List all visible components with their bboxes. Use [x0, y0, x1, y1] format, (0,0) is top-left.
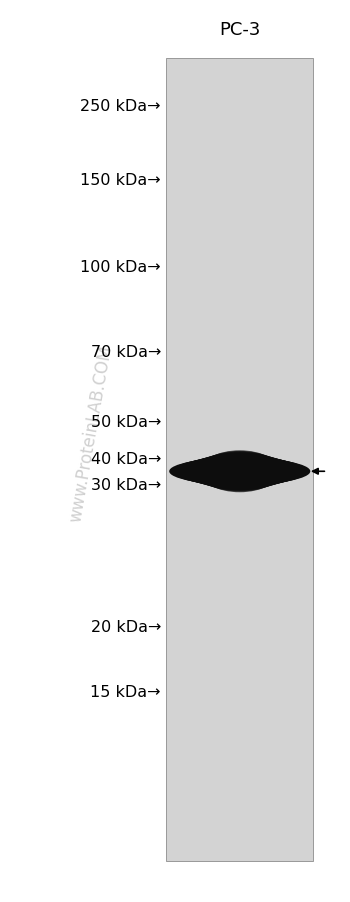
Text: 50 kDa→: 50 kDa→: [91, 415, 161, 429]
Text: 40 kDa→: 40 kDa→: [91, 452, 161, 466]
Ellipse shape: [200, 451, 279, 492]
Ellipse shape: [178, 456, 302, 487]
Ellipse shape: [181, 456, 299, 488]
Ellipse shape: [186, 455, 293, 489]
Ellipse shape: [197, 451, 282, 492]
Ellipse shape: [192, 453, 288, 491]
Ellipse shape: [175, 456, 304, 487]
Text: 30 kDa→: 30 kDa→: [91, 478, 161, 492]
Ellipse shape: [195, 452, 285, 492]
Ellipse shape: [169, 458, 310, 485]
Text: 15 kDa→: 15 kDa→: [91, 685, 161, 699]
Text: 150 kDa→: 150 kDa→: [80, 173, 161, 188]
Text: 100 kDa→: 100 kDa→: [80, 260, 161, 274]
Text: 20 kDa→: 20 kDa→: [91, 620, 161, 634]
Ellipse shape: [172, 457, 308, 486]
Ellipse shape: [183, 455, 296, 489]
Text: 250 kDa→: 250 kDa→: [80, 99, 161, 114]
Text: www.ProteinLAB.COM: www.ProteinLAB.COM: [66, 343, 116, 523]
Text: 70 kDa→: 70 kDa→: [91, 345, 161, 359]
Ellipse shape: [189, 454, 290, 490]
Bar: [166, 59, 313, 861]
Text: PC-3: PC-3: [219, 21, 260, 39]
